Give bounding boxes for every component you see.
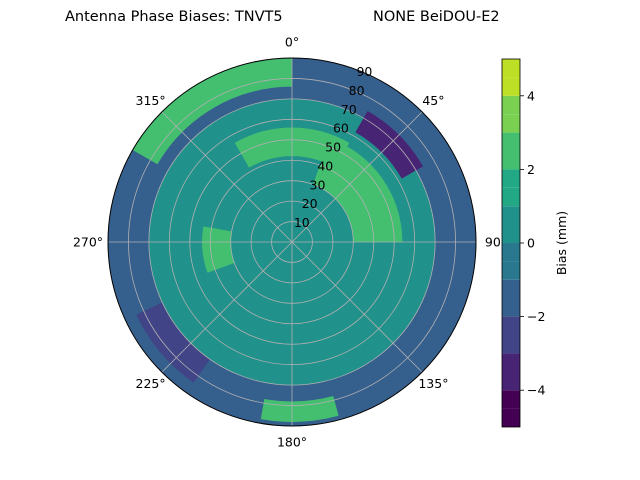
radial-tick-labels: 10 20 30 40 50 60 70 80 90 — [294, 64, 373, 230]
colorbar-band — [502, 206, 520, 243]
colorbar-band — [502, 132, 520, 170]
angle-gridline — [161, 111, 293, 243]
colorbar-band — [502, 77, 520, 96]
contour-north-high-ring — [132, 58, 292, 165]
angle-gridline — [291, 111, 423, 243]
angle-gridline — [291, 241, 423, 373]
chart-title: Antenna Phase Biases: TNVT5 — [65, 9, 283, 25]
polar-frame — [107, 57, 477, 427]
radial-tick-label: 60 — [333, 121, 349, 136]
angle-tick-label: 180° — [277, 435, 307, 450]
colorbar-tick-label: −2 — [527, 309, 545, 324]
angle-tick-labels: 0° 45° 90° 135° 180° 225° 270° 315° — [73, 35, 507, 450]
angle-tick-label: 225° — [136, 376, 166, 391]
radial-tick-label: 20 — [302, 196, 318, 211]
colorbar-band — [502, 95, 520, 115]
colorbar-tick-label: 2 — [527, 162, 535, 177]
angle-tick-label: 0° — [285, 35, 299, 50]
colorbar-band — [502, 408, 520, 427]
angle-tick-label: 315° — [136, 93, 166, 108]
radial-tick-label: 70 — [341, 102, 357, 117]
colorbar-band — [502, 169, 520, 188]
radial-tick-label: 30 — [310, 177, 326, 192]
colorbar-band — [502, 335, 520, 354]
contour-north-high-ring — [260, 396, 339, 422]
radial-tick-label: 40 — [317, 158, 333, 173]
radial-tick-label: 80 — [349, 83, 365, 98]
radial-tick-label: 90 — [356, 64, 372, 79]
angle-tick-label: 135° — [418, 376, 448, 391]
polar-grid — [107, 57, 477, 427]
colorbar-band — [502, 59, 520, 78]
colorbar-tick-label: −4 — [527, 383, 545, 398]
angle-tick-label: 90° — [485, 235, 507, 250]
contour-southwest-low — [136, 302, 210, 383]
colorbar-band — [502, 114, 520, 133]
colorbar-band — [502, 279, 520, 317]
colorbar-band — [502, 243, 520, 262]
colorbar-tick-label: 0 — [527, 236, 535, 251]
angle-tick-label: 270° — [73, 235, 103, 250]
colorbar-band — [502, 390, 520, 409]
colorbar-band — [502, 187, 520, 207]
chart-subtitle: NONE BeiDOU-E2 — [373, 9, 500, 25]
colorbar-tick-label: 4 — [527, 88, 535, 103]
colorbar: −4 −2 0 2 4 Bias (mm) — [501, 58, 569, 428]
radial-tick-label: 50 — [325, 140, 341, 155]
colorbar-band — [502, 261, 520, 280]
colorbar-band — [502, 353, 520, 391]
radial-tick-label: 10 — [294, 215, 310, 230]
angle-gridline — [161, 241, 293, 373]
angle-tick-label: 45° — [422, 93, 444, 108]
colorbar-band — [502, 316, 520, 335]
contour-east-patch — [312, 138, 403, 242]
colorbar-label: Bias (mm) — [554, 211, 569, 275]
